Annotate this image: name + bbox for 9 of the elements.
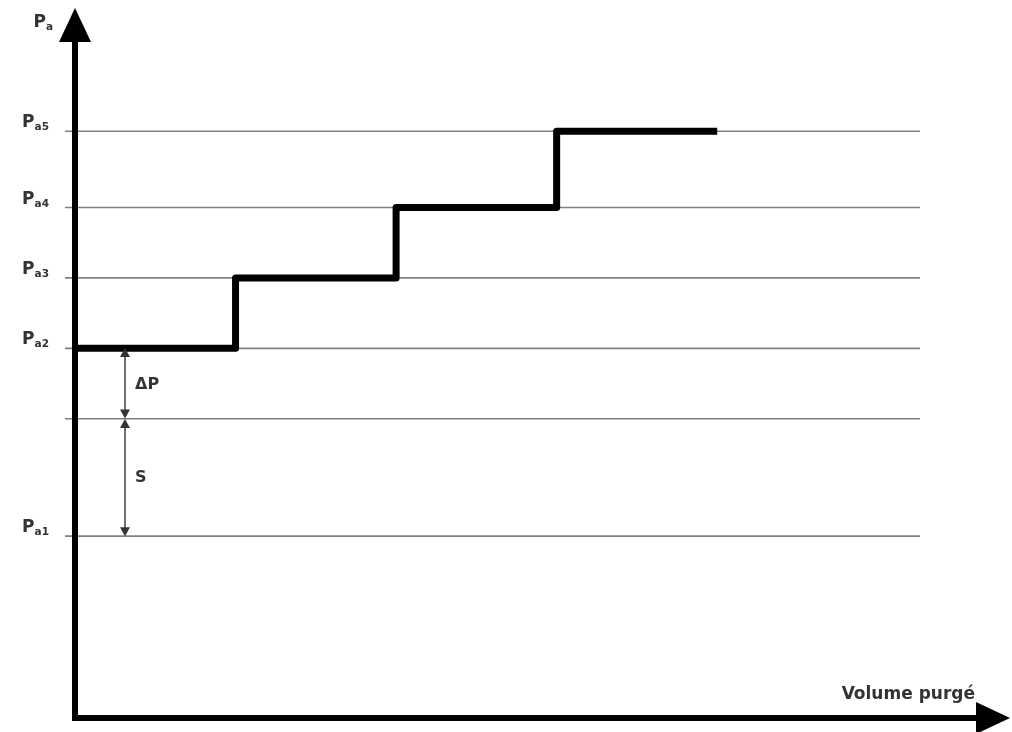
annotation: S [135,467,147,487]
annotation: ΔP [135,373,160,393]
ref-line-label: P$_{a2}$ [22,328,49,349]
text: P$_{a}$ [33,10,53,32]
ref-line-label: P$_{a3}$ [22,257,49,279]
x-axis-title: Volume purgé [841,683,975,703]
ref-line-label: P$_{a4}$ [22,187,49,209]
ref-line-label: P$_{a5}$ [22,111,49,132]
ref-line-label: P$_{a1}$ [22,516,49,537]
